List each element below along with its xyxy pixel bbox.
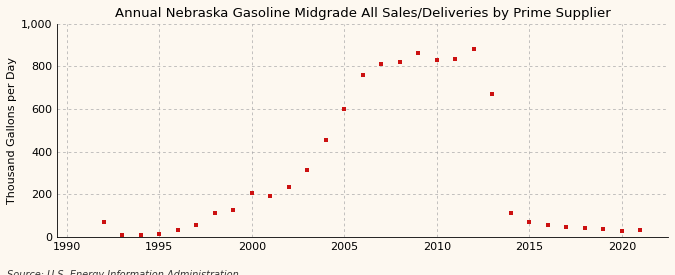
Point [99, 220, 109, 224]
Point [265, 194, 275, 199]
Point [284, 185, 294, 189]
Point [598, 227, 609, 232]
Point [339, 107, 350, 111]
Point [135, 232, 146, 237]
Title: Annual Nebraska Gasoline Midgrade All Sales/Deliveries by Prime Supplier: Annual Nebraska Gasoline Midgrade All Sa… [115, 7, 611, 20]
Point [228, 208, 239, 212]
Point [524, 220, 535, 224]
Point [191, 223, 202, 227]
Point [302, 167, 313, 172]
Point [468, 47, 479, 52]
Point [506, 211, 516, 216]
Point [635, 228, 646, 232]
Point [450, 57, 460, 61]
Point [579, 226, 590, 230]
Point [616, 229, 627, 233]
Point [172, 228, 183, 232]
Point [321, 138, 331, 142]
Point [413, 50, 424, 55]
Text: Source: U.S. Energy Information Administration: Source: U.S. Energy Information Administ… [7, 271, 238, 275]
Point [431, 58, 442, 62]
Point [376, 62, 387, 67]
Point [154, 232, 165, 236]
Point [487, 92, 497, 96]
Point [394, 60, 405, 64]
Point [246, 191, 257, 195]
Point [117, 233, 128, 237]
Point [543, 223, 554, 227]
Point [209, 211, 220, 216]
Point [357, 73, 368, 77]
Y-axis label: Thousand Gallons per Day: Thousand Gallons per Day [7, 57, 17, 204]
Point [561, 225, 572, 229]
